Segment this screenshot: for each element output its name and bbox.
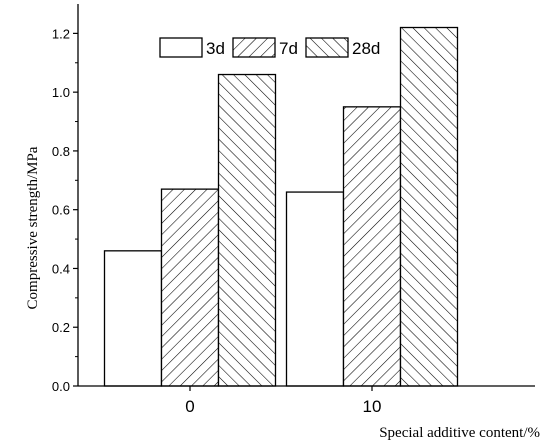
x-tick-label: 0: [185, 397, 194, 416]
legend-label-28d: 28d: [352, 39, 380, 58]
axes-group: [77, 4, 535, 387]
y-tick-label: 0.2: [52, 320, 70, 335]
bar-28d-10: [399, 26, 459, 387]
x-axis-title: Special additive content/%: [379, 425, 540, 441]
bar-7d-10: [342, 106, 402, 387]
legend-swatch-3d: [159, 37, 203, 58]
y-tick-label: 1.0: [52, 85, 70, 100]
bars-group: [103, 26, 459, 387]
y-ticks-group: 0.0 0.2 0.4 0.6 0.8 1.0 1.2: [52, 26, 78, 394]
bar-28d-0: [217, 73, 277, 387]
y-tick-label: 1.2: [52, 26, 70, 41]
legend-label-3d: 3d: [206, 39, 225, 58]
legend-swatch-7d: [232, 37, 276, 58]
legend-label-7d: 7d: [279, 39, 298, 58]
legend: 3d 7d 28d: [159, 37, 380, 58]
x-tick-label: 10: [363, 397, 382, 416]
bar-3d-0: [103, 250, 163, 387]
y-tick-label: 0.4: [52, 261, 70, 276]
bar-3d-10: [285, 191, 345, 387]
y-axis-title: Compressive strength/MPa: [25, 146, 41, 309]
y-tick-label: 0.0: [52, 379, 70, 394]
bar-7d-0: [160, 188, 220, 387]
x-ticks-group: 0 10: [185, 386, 381, 416]
y-tick-label: 0.6: [52, 203, 70, 218]
y-tick-label: 0.8: [52, 144, 70, 159]
legend-swatch-28d: [305, 37, 349, 58]
